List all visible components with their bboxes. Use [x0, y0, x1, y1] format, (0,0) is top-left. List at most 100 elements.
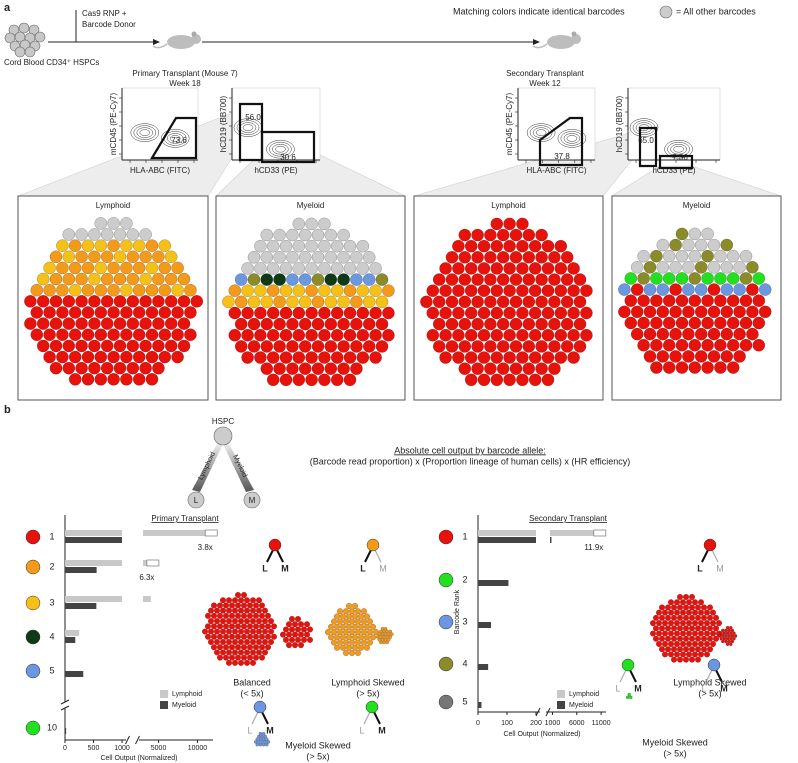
barcode-cell	[541, 306, 555, 320]
clone-cluster	[336, 618, 344, 625]
clone-cluster	[258, 602, 266, 609]
clone-cluster	[222, 644, 230, 651]
barcode-cell	[260, 273, 274, 286]
flow-ylabel: hCD19 (BB700)	[219, 95, 228, 152]
barcode-cell	[688, 316, 702, 330]
clone-cluster	[725, 631, 730, 635]
barcode-cell	[675, 227, 689, 241]
clone-cluster	[216, 633, 224, 640]
clone-cluster	[231, 628, 239, 635]
clone-cluster	[694, 604, 702, 611]
clone-cluster	[234, 591, 242, 599]
barcode-cell	[81, 261, 95, 275]
clone-cluster	[725, 625, 730, 630]
barcode-cell	[254, 239, 267, 253]
barcode-cell	[522, 295, 536, 309]
barcode-cell	[132, 239, 146, 253]
clone-cluster	[717, 634, 722, 638]
bar	[65, 728, 67, 734]
barcode-cell	[113, 317, 127, 330]
icon-label: M	[379, 563, 387, 573]
clone-cluster	[725, 636, 730, 641]
clone-cluster	[234, 612, 242, 619]
gate-label: 73.6	[171, 136, 187, 145]
barcode-cell	[560, 340, 574, 353]
barcode-cell	[662, 338, 676, 352]
barcode-cell	[656, 350, 670, 363]
treatment-label: Barcode Donor	[82, 20, 136, 29]
barcode-cell	[43, 283, 56, 297]
barcode-cell	[107, 328, 120, 342]
barcode-cell	[503, 284, 516, 298]
clone-cluster	[673, 599, 681, 606]
clone-cluster	[727, 639, 731, 644]
clone-cluster	[297, 631, 305, 638]
clone-cluster	[732, 631, 736, 635]
barcode-cell	[375, 295, 389, 309]
clone-cluster	[664, 604, 672, 611]
clone-cluster	[658, 635, 666, 642]
clone-cluster	[379, 640, 383, 645]
barcode-cell	[554, 351, 568, 364]
x-tick-label: 500	[88, 745, 100, 752]
barcode-cell	[643, 283, 657, 296]
barcode-cell	[75, 317, 88, 330]
barcode-cell	[701, 338, 714, 352]
clone-cluster	[243, 607, 251, 614]
barcode-cell	[132, 372, 146, 386]
contour	[664, 139, 693, 159]
barcode-cell	[656, 283, 670, 296]
barcode-cell	[541, 284, 555, 298]
clone-cluster	[652, 625, 660, 632]
clone-cluster	[222, 612, 230, 619]
barcode-cell	[292, 306, 306, 320]
clone-cluster	[336, 639, 344, 646]
bar	[65, 671, 84, 677]
barcode-cell	[490, 351, 504, 364]
axis-break	[545, 707, 551, 717]
y-tick-label: 2	[49, 561, 54, 571]
clone-cluster	[266, 740, 271, 744]
barcode-cell	[318, 239, 331, 253]
legend-other-swatch	[659, 5, 673, 19]
clone-cluster	[253, 740, 258, 744]
barcode-cell	[75, 295, 88, 308]
icon-branch	[705, 669, 713, 683]
clone-cluster	[357, 613, 365, 620]
clone-cluster	[252, 633, 260, 640]
barcode-cell	[733, 283, 746, 296]
clone-cluster	[246, 633, 254, 640]
barcode-cell	[439, 284, 452, 298]
flow-plot-frame	[517, 87, 596, 161]
barcode-cell	[311, 228, 325, 242]
barcode-cell	[554, 328, 568, 342]
clone-cluster	[360, 608, 368, 615]
clone-cluster	[246, 644, 254, 651]
cell-icon	[34, 31, 46, 43]
barcode-cell	[362, 295, 376, 309]
clone-cluster	[732, 636, 736, 641]
barcode-cell	[279, 239, 293, 253]
barcode-cell	[452, 306, 465, 320]
barcode-cell	[145, 328, 159, 342]
clone-cluster	[697, 599, 705, 606]
cell-icon	[18, 22, 30, 34]
clone-cluster	[673, 630, 681, 637]
icon-branch	[363, 711, 371, 725]
clone-cluster	[264, 623, 272, 630]
barcode-cell	[707, 350, 721, 363]
clone-cluster	[688, 656, 696, 663]
barcode-cell	[490, 217, 504, 231]
clone-cluster	[691, 599, 699, 606]
barcode-cell	[496, 362, 510, 375]
barcode-cell	[247, 317, 261, 331]
barcode-cell	[279, 306, 293, 320]
barcode-cell	[746, 327, 759, 341]
clone-cluster	[730, 639, 735, 644]
barcode-cell	[516, 373, 529, 387]
clone-cluster	[291, 642, 299, 649]
clone-cluster	[270, 633, 278, 640]
clone-cluster	[258, 633, 266, 640]
barcode-cell	[30, 306, 44, 319]
barcode-cell	[343, 328, 357, 342]
